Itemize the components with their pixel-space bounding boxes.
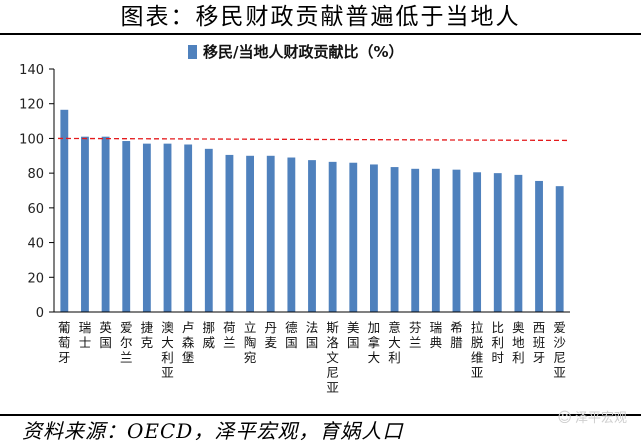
x-tick-label: 意大利 — [388, 320, 401, 365]
x-tick-label: 瑞士 — [79, 320, 92, 350]
bar — [225, 154, 234, 312]
bar — [266, 155, 275, 312]
x-tick-label: 爱沙尼亚 — [553, 320, 566, 380]
x-axis: 葡萄牙瑞士英国爱尔兰捷克澳大利亚卢森堡挪威荷兰立陶宛丹麦德国法国斯洛文尼亚美国加… — [54, 311, 570, 395]
bar — [60, 109, 69, 312]
x-tick-label: 英国 — [99, 320, 112, 350]
bar — [101, 136, 110, 312]
bar — [390, 167, 399, 312]
bar — [473, 172, 482, 312]
bar — [328, 161, 337, 312]
bars — [60, 109, 564, 313]
bar — [535, 180, 543, 312]
bar — [122, 141, 131, 312]
bar — [514, 174, 523, 312]
watermark-text: 泽平宏观 — [574, 411, 627, 426]
x-tick-label: 葡萄牙 — [58, 320, 71, 365]
y-tick-label: 60 — [27, 202, 44, 217]
legend-label: 移民/当地人财政贡献比（%） — [203, 43, 404, 61]
y-axis: 0 20 40 60 80 100 120 140 — [19, 63, 55, 321]
x-tick-label: 捷克 — [141, 320, 154, 350]
bar — [431, 168, 440, 312]
bar — [370, 164, 378, 312]
x-tick-label: 拉脱维亚 — [471, 320, 484, 380]
bar — [411, 168, 420, 312]
bar — [287, 157, 296, 312]
y-tick-label: 140 — [19, 63, 44, 78]
y-tick-label: 120 — [19, 98, 44, 113]
bar — [493, 173, 502, 312]
reference-line-100 — [57, 137, 569, 142]
x-tick-label: 立陶宛 — [244, 320, 257, 365]
y-tick-label: 100 — [19, 132, 44, 147]
y-tick-label: 20 — [27, 271, 44, 286]
bar — [349, 162, 358, 312]
legend: 移民/当地人财政贡献比（%） — [188, 43, 404, 61]
y-tick-label: 0 — [36, 306, 44, 321]
x-tick-label: 丹麦 — [264, 320, 277, 350]
x-tick-label: 芬兰 — [409, 320, 422, 350]
bar-chart: 移民/当地人财政贡献比（%） 0 20 40 60 80 100 120 140 葡萄牙瑞士英… — [19, 43, 570, 395]
x-tick-label: 斯洛文尼亚 — [326, 320, 339, 395]
x-tick-label: 美国 — [347, 320, 360, 350]
reference-line — [57, 137, 569, 142]
x-tick-label: 希腊 — [450, 320, 463, 350]
x-tick-label: 加拿大 — [368, 320, 381, 365]
legend-swatch — [188, 45, 197, 59]
x-tick-label: 卢森堡 — [182, 320, 195, 365]
x-tick-label: 奥地利 — [512, 320, 525, 365]
watermark: ☺ 泽平宏观 — [557, 408, 627, 428]
bar — [163, 143, 172, 312]
y-tick-label: 40 — [27, 237, 44, 252]
bar — [452, 169, 461, 312]
x-tick-label: 荷兰 — [223, 320, 236, 350]
title-divider — [0, 33, 641, 35]
x-tick-label: 挪威 — [203, 320, 216, 350]
x-tick-label: 瑞典 — [430, 320, 443, 350]
x-tick-label: 比利时 — [492, 320, 505, 365]
x-tick-label: 澳大利亚 — [161, 320, 174, 380]
x-tick-label: 爱尔兰 — [120, 320, 133, 365]
y-tick-label: 80 — [27, 167, 44, 182]
x-tick-label: 西班牙 — [533, 320, 546, 365]
x-tick-label: 法国 — [306, 320, 319, 350]
bar — [142, 143, 151, 312]
source-note: 资料来源：OECD，泽平宏观，育娲人口 — [22, 419, 404, 443]
bar — [308, 160, 316, 313]
bar — [184, 144, 193, 312]
x-tick-label: 德国 — [285, 320, 298, 350]
bar — [81, 136, 89, 312]
source-divider — [0, 414, 641, 416]
bar — [555, 186, 564, 312]
wechat-icon: ☺ — [557, 410, 572, 426]
bar — [246, 155, 254, 312]
bar — [204, 148, 213, 312]
page-title: 图表：移民财政贡献普遍低于当地人 — [120, 4, 521, 30]
